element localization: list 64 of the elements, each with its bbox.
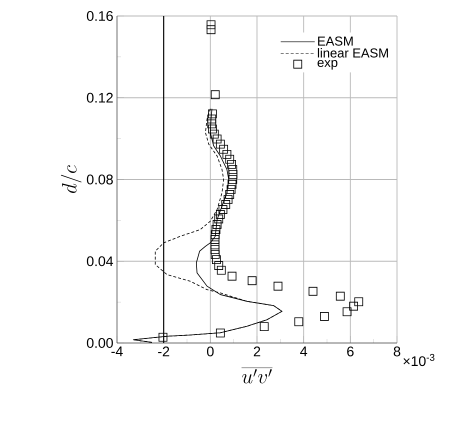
x-tick-label: 8 <box>394 346 400 356</box>
point <box>222 150 232 159</box>
y-tick-label: 0.04 <box>86 256 114 266</box>
point <box>221 200 230 209</box>
point <box>208 124 217 134</box>
point <box>224 195 232 204</box>
point <box>158 332 168 342</box>
point <box>354 297 364 306</box>
x-axis-title: $\overline{u'v'}$ <box>242 368 272 384</box>
point <box>212 225 220 234</box>
point <box>260 322 269 332</box>
point <box>228 165 238 174</box>
point <box>227 160 236 169</box>
point <box>214 261 224 270</box>
point <box>210 240 220 250</box>
point <box>228 180 236 189</box>
legend-label: linear EASM <box>318 48 388 58</box>
point <box>210 90 220 100</box>
x-tick-label: -2 <box>158 346 170 356</box>
x-tick-label: 2 <box>254 346 260 356</box>
point <box>210 250 220 259</box>
point <box>212 255 221 264</box>
point <box>207 120 216 128</box>
point <box>228 272 236 281</box>
point <box>248 276 256 286</box>
point <box>320 312 329 321</box>
point <box>218 205 228 214</box>
x-tick-label: 0 <box>207 346 214 356</box>
point <box>207 114 216 124</box>
point <box>216 328 225 338</box>
x-tick-label: 4 <box>300 346 308 356</box>
legend-label: exp <box>318 60 338 70</box>
point <box>226 185 236 194</box>
point <box>225 190 234 199</box>
point <box>208 109 217 118</box>
point <box>216 266 226 275</box>
point <box>210 130 219 139</box>
y-tick-label: 0.12 <box>86 92 113 103</box>
point <box>342 307 352 316</box>
point <box>308 286 318 296</box>
x-tick-label: -4 <box>111 346 123 356</box>
point <box>216 140 225 149</box>
point <box>225 154 234 164</box>
point <box>336 292 345 301</box>
legend-label: EASM <box>318 36 353 46</box>
x-tick-label: 6 <box>347 346 354 356</box>
y-tick-label: 0.08 <box>86 174 113 184</box>
point <box>206 25 216 34</box>
point <box>212 220 222 229</box>
point <box>210 230 220 240</box>
point <box>294 317 304 326</box>
point <box>206 20 216 30</box>
point <box>214 214 224 224</box>
y-tick-label: 0.16 <box>86 11 113 21</box>
point <box>274 282 282 291</box>
y-axis-title: $d/c$ <box>60 165 82 194</box>
point <box>349 302 358 311</box>
point <box>216 210 225 219</box>
point <box>228 175 238 184</box>
point <box>210 245 220 254</box>
y-tick-label: 0.00 <box>86 338 113 348</box>
point <box>212 134 222 144</box>
text: ×10$^{-3}$ <box>403 354 434 366</box>
point <box>219 144 228 154</box>
